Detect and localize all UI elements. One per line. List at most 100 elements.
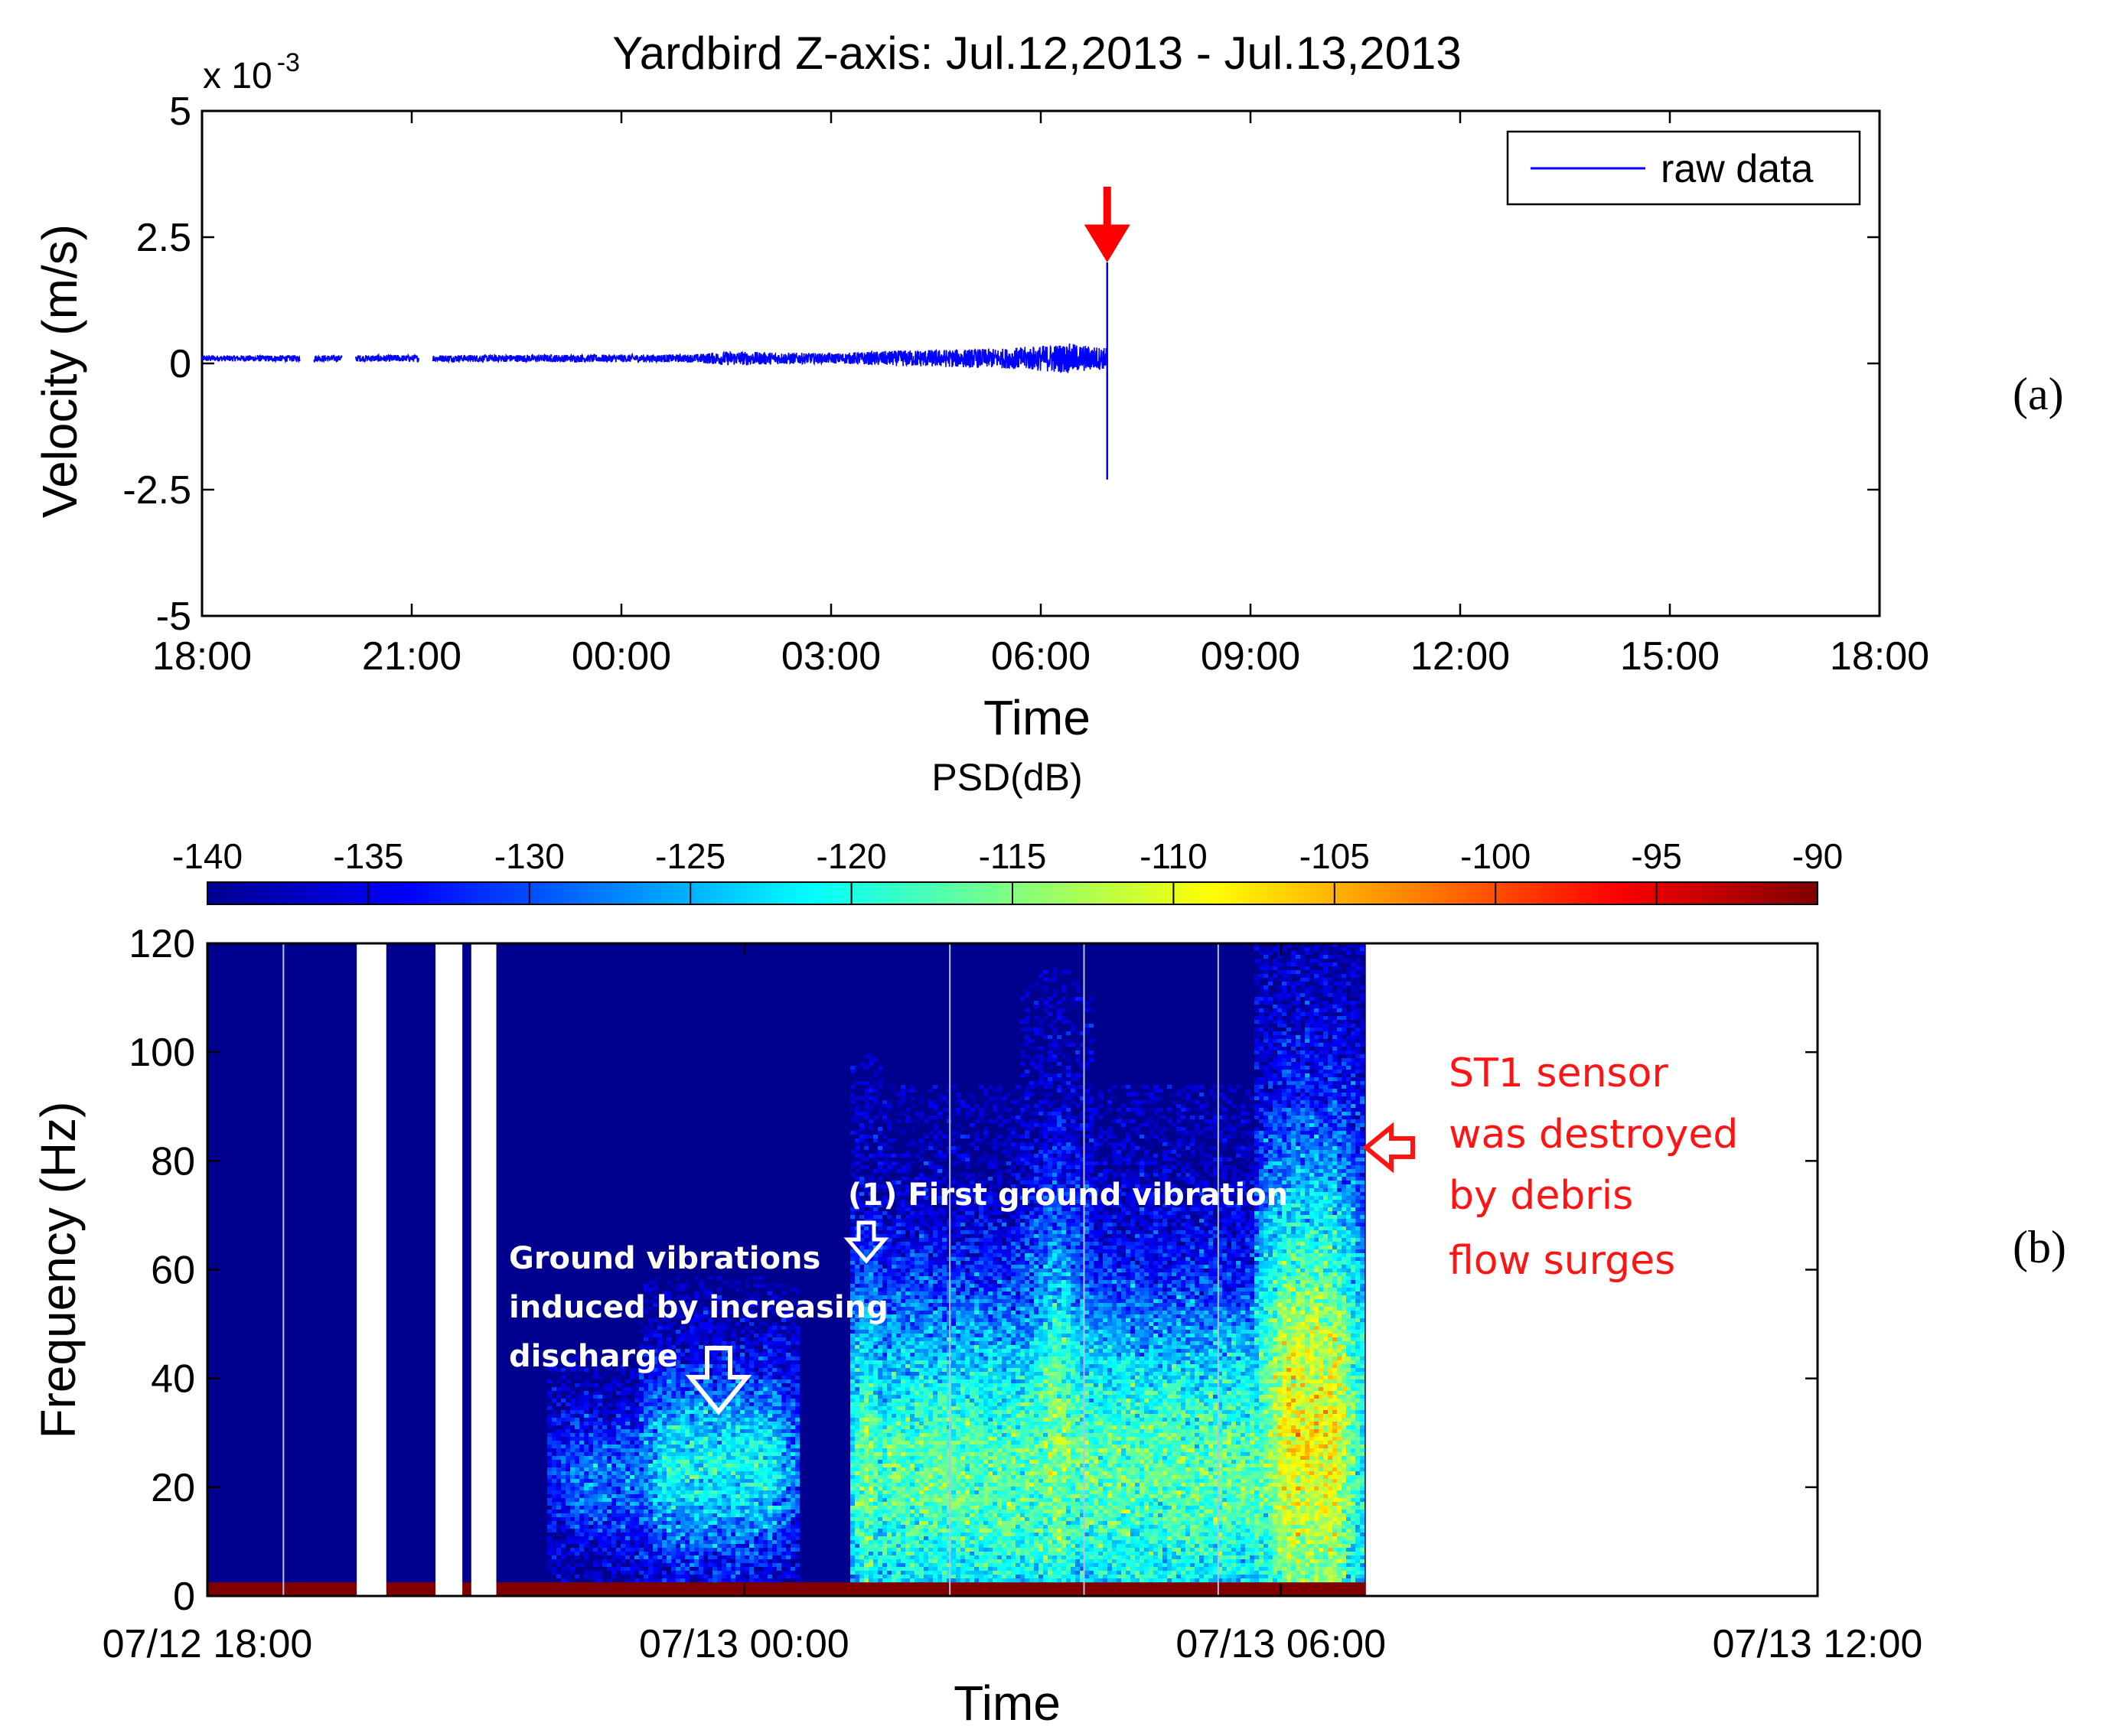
heatmap-cell <box>552 1444 556 1448</box>
heatmap-cell <box>644 1559 648 1563</box>
heatmap-cell <box>680 1414 685 1418</box>
heatmap-cell <box>901 1311 905 1314</box>
heatmap-cell <box>556 1441 561 1444</box>
heatmap-cell <box>772 1487 777 1490</box>
heatmap-cell <box>740 1422 745 1425</box>
heatmap-cell <box>726 1521 731 1525</box>
heatmap-cell <box>882 1471 887 1475</box>
heatmap-cell <box>616 1479 621 1483</box>
heatmap-cell <box>690 1334 694 1337</box>
heatmap-cell <box>639 1418 644 1422</box>
heatmap-cell <box>869 1372 873 1376</box>
heatmap-cell <box>556 1467 561 1471</box>
heatmap-cell <box>772 1418 777 1422</box>
heatmap-cell <box>850 1502 855 1506</box>
heatmap-cell <box>644 1364 648 1368</box>
heatmap-cell <box>722 1540 726 1544</box>
heatmap-cell <box>653 1513 657 1517</box>
heatmap-cell <box>772 1330 777 1334</box>
heatmap-cell <box>575 1521 579 1525</box>
heatmap-cell <box>630 1567 634 1571</box>
heatmap-cell <box>786 1383 791 1387</box>
heatmap-cell <box>896 1119 901 1123</box>
heatmap-cell <box>722 1395 726 1399</box>
heatmap-cell <box>680 1314 685 1318</box>
heatmap-cell <box>602 1456 607 1460</box>
heatmap-cell <box>777 1460 781 1464</box>
heatmap-cell <box>653 1452 657 1456</box>
heatmap-cell <box>786 1360 791 1364</box>
heatmap-cell <box>781 1345 786 1349</box>
heatmap-cell <box>887 1456 892 1460</box>
heatmap-cell <box>630 1578 634 1582</box>
heatmap-cell <box>731 1471 735 1475</box>
heatmap-cell <box>859 1529 864 1532</box>
heatmap-cell <box>850 1532 855 1536</box>
heatmap-cell <box>694 1406 699 1410</box>
heatmap-cell <box>699 1360 703 1364</box>
heatmap-cell <box>607 1402 611 1406</box>
heatmap-cell <box>671 1437 676 1441</box>
heatmap-cell <box>887 1337 892 1341</box>
heatmap-cell <box>644 1433 648 1437</box>
heatmap-cell <box>717 1307 722 1311</box>
heatmap-cell <box>662 1448 667 1452</box>
heatmap-cell <box>878 1429 882 1433</box>
heatmap-cell <box>878 1368 882 1372</box>
heatmap-cell <box>634 1498 639 1502</box>
heatmap-cell <box>758 1410 763 1414</box>
heatmap-cell <box>740 1517 745 1521</box>
heatmap-cell <box>722 1353 726 1357</box>
heatmap-cell <box>552 1464 556 1467</box>
heatmap-cell <box>869 1135 873 1138</box>
heatmap-cell <box>662 1456 667 1460</box>
heatmap-cell <box>667 1464 671 1467</box>
heatmap-cell <box>745 1544 749 1548</box>
heatmap-cell <box>708 1506 712 1510</box>
heatmap-cell <box>873 1471 878 1475</box>
heatmap-cell <box>648 1494 653 1498</box>
heatmap-cell <box>795 1490 800 1494</box>
heatmap-cell <box>781 1395 786 1399</box>
heatmap-cell <box>593 1502 598 1506</box>
heatmap-cell <box>901 1246 905 1249</box>
heatmap-cell <box>878 1257 882 1261</box>
heatmap-cell <box>768 1460 772 1464</box>
heatmap-cell <box>781 1471 786 1475</box>
heatmap-cell <box>630 1490 634 1494</box>
heatmap-cell <box>878 1223 882 1226</box>
heatmap-cell <box>882 1119 887 1123</box>
heatmap-cell <box>731 1364 735 1368</box>
heatmap-cell <box>892 1467 896 1471</box>
heatmap-cell <box>566 1479 570 1483</box>
heatmap-cell <box>896 1223 901 1226</box>
heatmap-cell <box>667 1448 671 1452</box>
heatmap-cell <box>726 1318 731 1322</box>
heatmap-cell <box>644 1368 648 1372</box>
heatmap-cell <box>896 1529 901 1532</box>
heatmap-cell <box>768 1479 772 1483</box>
heatmap-cell <box>593 1563 598 1567</box>
heatmap-cell <box>864 1314 869 1318</box>
heatmap-cell <box>781 1506 786 1510</box>
heatmap-cell <box>864 1406 869 1410</box>
heatmap-cell <box>873 1100 878 1104</box>
heatmap-cell <box>671 1483 676 1487</box>
heatmap-cell <box>584 1402 589 1406</box>
heatmap-cell <box>887 1100 892 1104</box>
heatmap-cell <box>850 1490 855 1494</box>
heatmap-cell <box>731 1548 735 1552</box>
heatmap-cell <box>676 1464 680 1467</box>
heatmap-cell <box>607 1490 611 1494</box>
heatmap-cell <box>694 1422 699 1425</box>
heatmap-cell <box>667 1513 671 1517</box>
heatmap-cell <box>722 1578 726 1582</box>
heatmap-cell <box>676 1467 680 1471</box>
heatmap-cell <box>786 1517 791 1521</box>
heatmap-cell <box>777 1368 781 1372</box>
heatmap-cell <box>570 1532 575 1536</box>
heatmap-cell <box>758 1337 763 1341</box>
heatmap-cell <box>726 1429 731 1433</box>
heatmap-cell <box>644 1410 648 1414</box>
heatmap-cell <box>657 1433 662 1437</box>
